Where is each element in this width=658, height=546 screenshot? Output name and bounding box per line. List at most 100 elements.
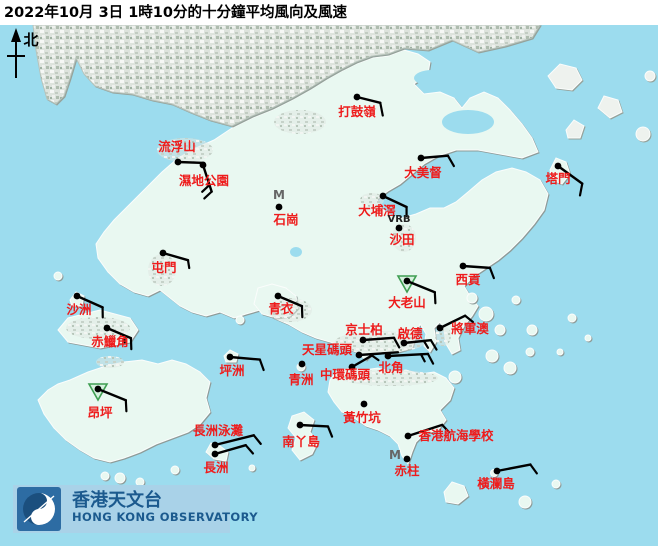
station-label: 赤鱲角 bbox=[91, 334, 129, 349]
wind-barb-feather bbox=[201, 183, 211, 193]
north-arrow: 北 bbox=[7, 28, 39, 78]
station-flag-m: M bbox=[273, 188, 285, 202]
mirs-bay-islands bbox=[547, 63, 656, 142]
wind-barb-shaft bbox=[556, 164, 584, 185]
station-label: 京士柏 bbox=[345, 322, 383, 337]
station-label: 青衣 bbox=[268, 301, 294, 316]
wind-barb-feather bbox=[370, 354, 380, 362]
wind-barb-shaft bbox=[105, 326, 133, 340]
station-label: 打鼓嶺 bbox=[338, 104, 376, 119]
land-mainland bbox=[32, 24, 541, 127]
station-label: 大老山 bbox=[388, 295, 426, 310]
small-islands bbox=[53, 271, 592, 509]
station-label: 北角 bbox=[378, 360, 403, 375]
land-lantau bbox=[37, 359, 211, 463]
wind-barb-shaft bbox=[381, 194, 408, 209]
station-dot bbox=[174, 158, 182, 166]
wind-barb-shaft bbox=[298, 423, 330, 428]
wind-barb-feather bbox=[426, 352, 435, 365]
station-dot bbox=[298, 360, 306, 368]
station-dot bbox=[73, 292, 81, 300]
wind-barb-shaft bbox=[438, 314, 467, 330]
station-label: 沙洲 bbox=[66, 302, 91, 317]
station-label: 流浮山 bbox=[158, 139, 196, 154]
station-label: 長洲 bbox=[203, 460, 228, 475]
station-label: 沙田 bbox=[389, 232, 414, 247]
station-dot bbox=[353, 93, 361, 101]
station-dot bbox=[379, 192, 387, 200]
station-dot bbox=[404, 432, 412, 440]
station-label: 大美督 bbox=[404, 165, 442, 180]
wind-barb-shaft bbox=[176, 160, 206, 165]
station-flag-m: M bbox=[389, 448, 401, 462]
station-label: 橫瀾島 bbox=[477, 476, 515, 491]
station-dot bbox=[159, 249, 167, 257]
wind-barb-shaft bbox=[495, 463, 532, 473]
land-po-toi bbox=[443, 481, 469, 505]
wind-barb-feather bbox=[446, 154, 455, 168]
station-label: 濕地公園 bbox=[179, 173, 229, 188]
wind-barb-shaft bbox=[213, 443, 247, 456]
wind-barb-shaft bbox=[276, 294, 304, 308]
page-title: 2022年10月 3日 1時10分的十分鐘平均風向及風速 bbox=[4, 3, 347, 21]
wind-barb-feather bbox=[379, 101, 384, 117]
station-dot bbox=[348, 363, 356, 371]
logo-name-en: HONG KONG OBSERVATORY bbox=[72, 510, 258, 524]
station-label: 西貢 bbox=[455, 272, 481, 287]
land-lamma bbox=[287, 411, 319, 461]
wind-barb-feather bbox=[529, 463, 538, 475]
wind-barb-shaft bbox=[357, 351, 400, 357]
logo-name-zh: 香港天文台 bbox=[71, 489, 162, 511]
station-label: 塔門 bbox=[545, 171, 570, 186]
station-dot bbox=[94, 385, 102, 393]
wind-barb-feather bbox=[433, 291, 437, 305]
station-label: 赤柱 bbox=[394, 463, 420, 478]
station-dot bbox=[493, 467, 501, 475]
wind-barb-feather bbox=[578, 182, 584, 197]
wind-barb-feather bbox=[488, 266, 495, 280]
wind-barb-feather bbox=[429, 339, 438, 351]
station-dot bbox=[199, 161, 207, 169]
station-label: 大埔滘 bbox=[358, 203, 396, 218]
station-label: 香港航海學校 bbox=[417, 428, 494, 443]
station-dot bbox=[359, 336, 367, 344]
wind-barb-shaft bbox=[406, 423, 444, 438]
wind-barb-feather bbox=[244, 444, 255, 455]
station-dot bbox=[554, 162, 562, 170]
station-dot bbox=[400, 339, 408, 347]
station-dot bbox=[211, 441, 219, 449]
wind-barb-shaft bbox=[201, 163, 213, 193]
wind-barb-shaft bbox=[350, 354, 374, 369]
station-dot bbox=[355, 351, 363, 359]
station-label: 將軍澳 bbox=[451, 321, 489, 336]
wind-barb-shaft bbox=[75, 294, 104, 309]
station-dot bbox=[360, 400, 368, 408]
land-new-territories bbox=[95, 49, 549, 361]
wind-barb-feather bbox=[252, 434, 262, 445]
station-label: 天星碼頭 bbox=[302, 342, 353, 357]
station-label: 中環碼頭 bbox=[320, 367, 371, 382]
wind-barb-feather bbox=[422, 339, 430, 349]
wind-barb-feather bbox=[419, 353, 426, 363]
wind-barb-feather bbox=[326, 425, 334, 438]
wind-barb-feather bbox=[124, 399, 128, 413]
station-dot bbox=[226, 353, 234, 361]
wind-barb-shaft bbox=[213, 434, 256, 447]
station-label: 昂坪 bbox=[87, 405, 113, 420]
station-dot bbox=[275, 203, 283, 211]
station-label: 南丫島 bbox=[282, 434, 320, 449]
wind-barb-shaft bbox=[96, 387, 128, 402]
station-dot bbox=[274, 292, 282, 300]
station-label: 長洲泳灘 bbox=[193, 423, 244, 438]
title-bar bbox=[0, 0, 658, 25]
station-label: 石崗 bbox=[272, 212, 298, 227]
inland-water bbox=[290, 70, 494, 257]
wind-barb-feather bbox=[392, 336, 401, 349]
station-dot bbox=[403, 277, 411, 285]
wind-barb-feather bbox=[464, 314, 475, 324]
station-label: 坪洲 bbox=[219, 363, 244, 378]
wind-barb-feather bbox=[441, 423, 451, 434]
